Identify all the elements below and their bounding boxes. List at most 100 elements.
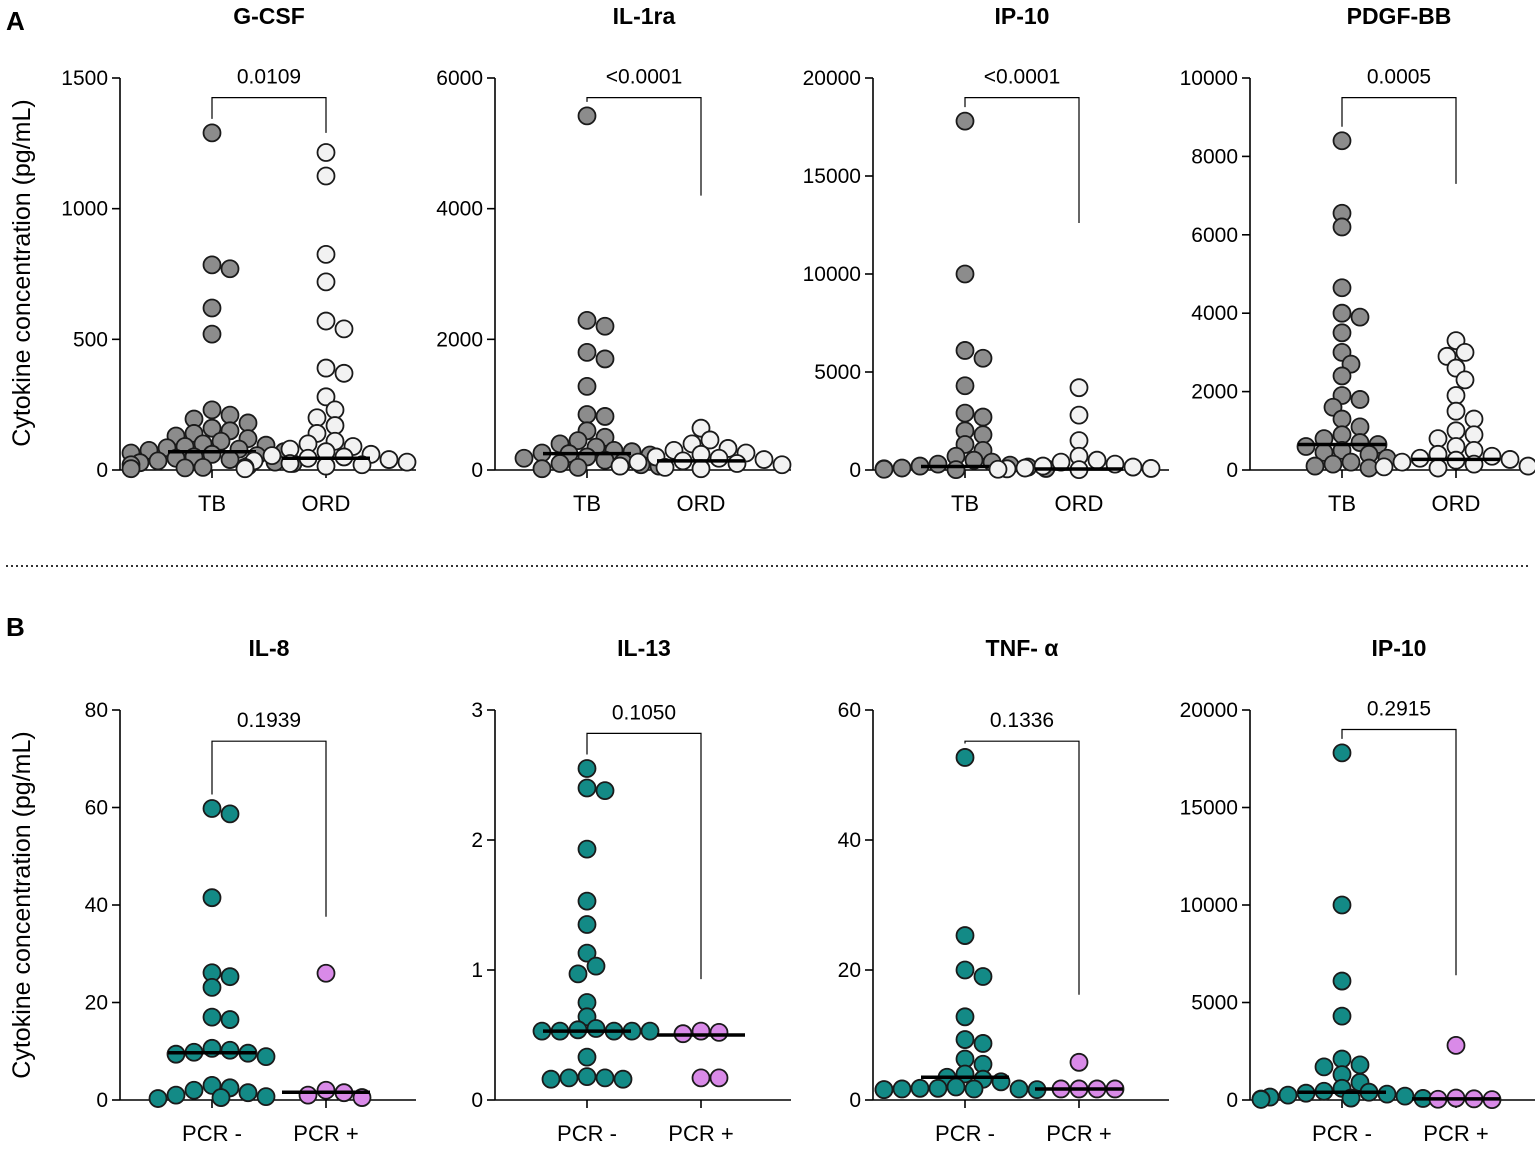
data-point <box>1428 429 1448 449</box>
data-point <box>202 255 222 275</box>
data-point <box>1350 390 1370 409</box>
y-tick-label: 5000 <box>1191 992 1238 1015</box>
y-tick-label: 2000 <box>1191 381 1238 404</box>
data-point <box>316 963 336 983</box>
data-point <box>613 1069 633 1089</box>
data-point <box>1278 1085 1298 1105</box>
data-point <box>220 259 240 279</box>
y-tick-label: 10000 <box>1180 67 1238 90</box>
data-point <box>1314 1057 1334 1077</box>
data-point <box>568 431 588 451</box>
data-point <box>1141 459 1161 478</box>
data-point <box>1332 131 1352 151</box>
data-point <box>640 1021 660 1041</box>
data-point <box>577 106 597 126</box>
data-point <box>220 967 240 987</box>
significance-bracket <box>586 97 702 196</box>
data-point <box>727 454 747 473</box>
data-point <box>1446 1036 1466 1055</box>
data-point <box>220 405 240 425</box>
data-point <box>220 1040 240 1060</box>
data-point <box>892 1079 912 1099</box>
data-point <box>334 363 354 383</box>
data-point <box>316 1080 336 1100</box>
data-point <box>379 450 399 469</box>
data-point <box>514 448 534 468</box>
data-point <box>1392 452 1412 472</box>
data-point <box>595 407 615 426</box>
chart-8: IP-10 0 5000 10000 15000 20000 PCR - PCR + 0.291… <box>1180 635 1535 1146</box>
data-point <box>586 956 606 976</box>
data-point <box>709 448 729 468</box>
chart-title: IP-10 <box>1372 635 1427 661</box>
data-point <box>955 960 975 980</box>
data-point <box>325 400 345 420</box>
data-point <box>709 1068 729 1088</box>
data-point <box>202 123 222 143</box>
y-axis-title-row-a: Cytokine concentration (pg/mL) <box>8 99 36 446</box>
data-point <box>1069 405 1089 425</box>
data-point <box>1123 457 1143 477</box>
chart-title: IL-1ra <box>613 3 676 29</box>
significance-bracket <box>211 97 327 133</box>
chart-title: IL-13 <box>617 635 671 661</box>
data-point <box>928 1078 948 1098</box>
data-point <box>1350 1055 1370 1075</box>
y-tick-label: 5000 <box>814 361 861 384</box>
y-tick-label: 20 <box>85 992 108 1015</box>
data-point <box>316 244 336 264</box>
data-point <box>541 1069 561 1089</box>
significance-bracket <box>1341 97 1457 184</box>
data-point <box>1464 409 1484 429</box>
y-tick-label: 40 <box>838 829 861 852</box>
data-point <box>202 888 222 908</box>
data-point <box>166 1085 186 1105</box>
data-point <box>577 310 597 330</box>
data-point <box>352 455 372 475</box>
data-point <box>577 376 597 396</box>
chart-title: IP-10 <box>995 3 1050 29</box>
data-point <box>955 926 975 945</box>
data-point <box>691 1021 711 1041</box>
data-point <box>316 311 336 331</box>
y-tick-label: 60 <box>838 699 861 722</box>
p-value-label: 0.2915 <box>1367 698 1431 721</box>
data-point <box>595 781 615 800</box>
x-category-label: TB <box>1328 491 1356 516</box>
data-point <box>316 166 336 186</box>
data-point <box>1428 458 1448 478</box>
data-point <box>595 349 615 369</box>
x-category-label: PCR - <box>935 1121 995 1146</box>
significance-bracket <box>964 740 1080 995</box>
significance-bracket <box>586 732 702 980</box>
data-point <box>1332 217 1352 237</box>
data-point <box>202 418 222 438</box>
y-tick-label: 10000 <box>803 263 861 286</box>
data-point <box>577 1067 597 1086</box>
data-point <box>1374 457 1394 477</box>
y-tick-label: 6000 <box>436 67 483 90</box>
data-point <box>946 1077 966 1097</box>
data-point <box>1033 456 1053 476</box>
data-point <box>316 387 336 407</box>
y-tick-label: 40 <box>85 894 108 917</box>
data-point <box>262 446 282 466</box>
data-point <box>238 1083 258 1103</box>
data-point <box>1446 386 1466 405</box>
data-point <box>586 1019 606 1038</box>
data-point <box>1350 417 1370 437</box>
data-point <box>973 967 993 986</box>
y-tick-label: 0 <box>849 1089 861 1112</box>
y-tick-label: 1000 <box>61 198 108 221</box>
p-value-label: <0.0001 <box>984 66 1061 89</box>
x-category-label: TB <box>198 491 226 516</box>
x-category-label: ORD <box>1432 491 1481 516</box>
data-point <box>1395 1086 1415 1106</box>
data-point <box>316 143 336 162</box>
y-tick-label: 6000 <box>1191 224 1238 247</box>
data-point <box>397 452 417 472</box>
x-category-label: PCR + <box>1423 1121 1488 1146</box>
data-point <box>928 454 948 474</box>
y-tick-label: 10000 <box>1180 894 1238 917</box>
data-point <box>700 430 720 450</box>
